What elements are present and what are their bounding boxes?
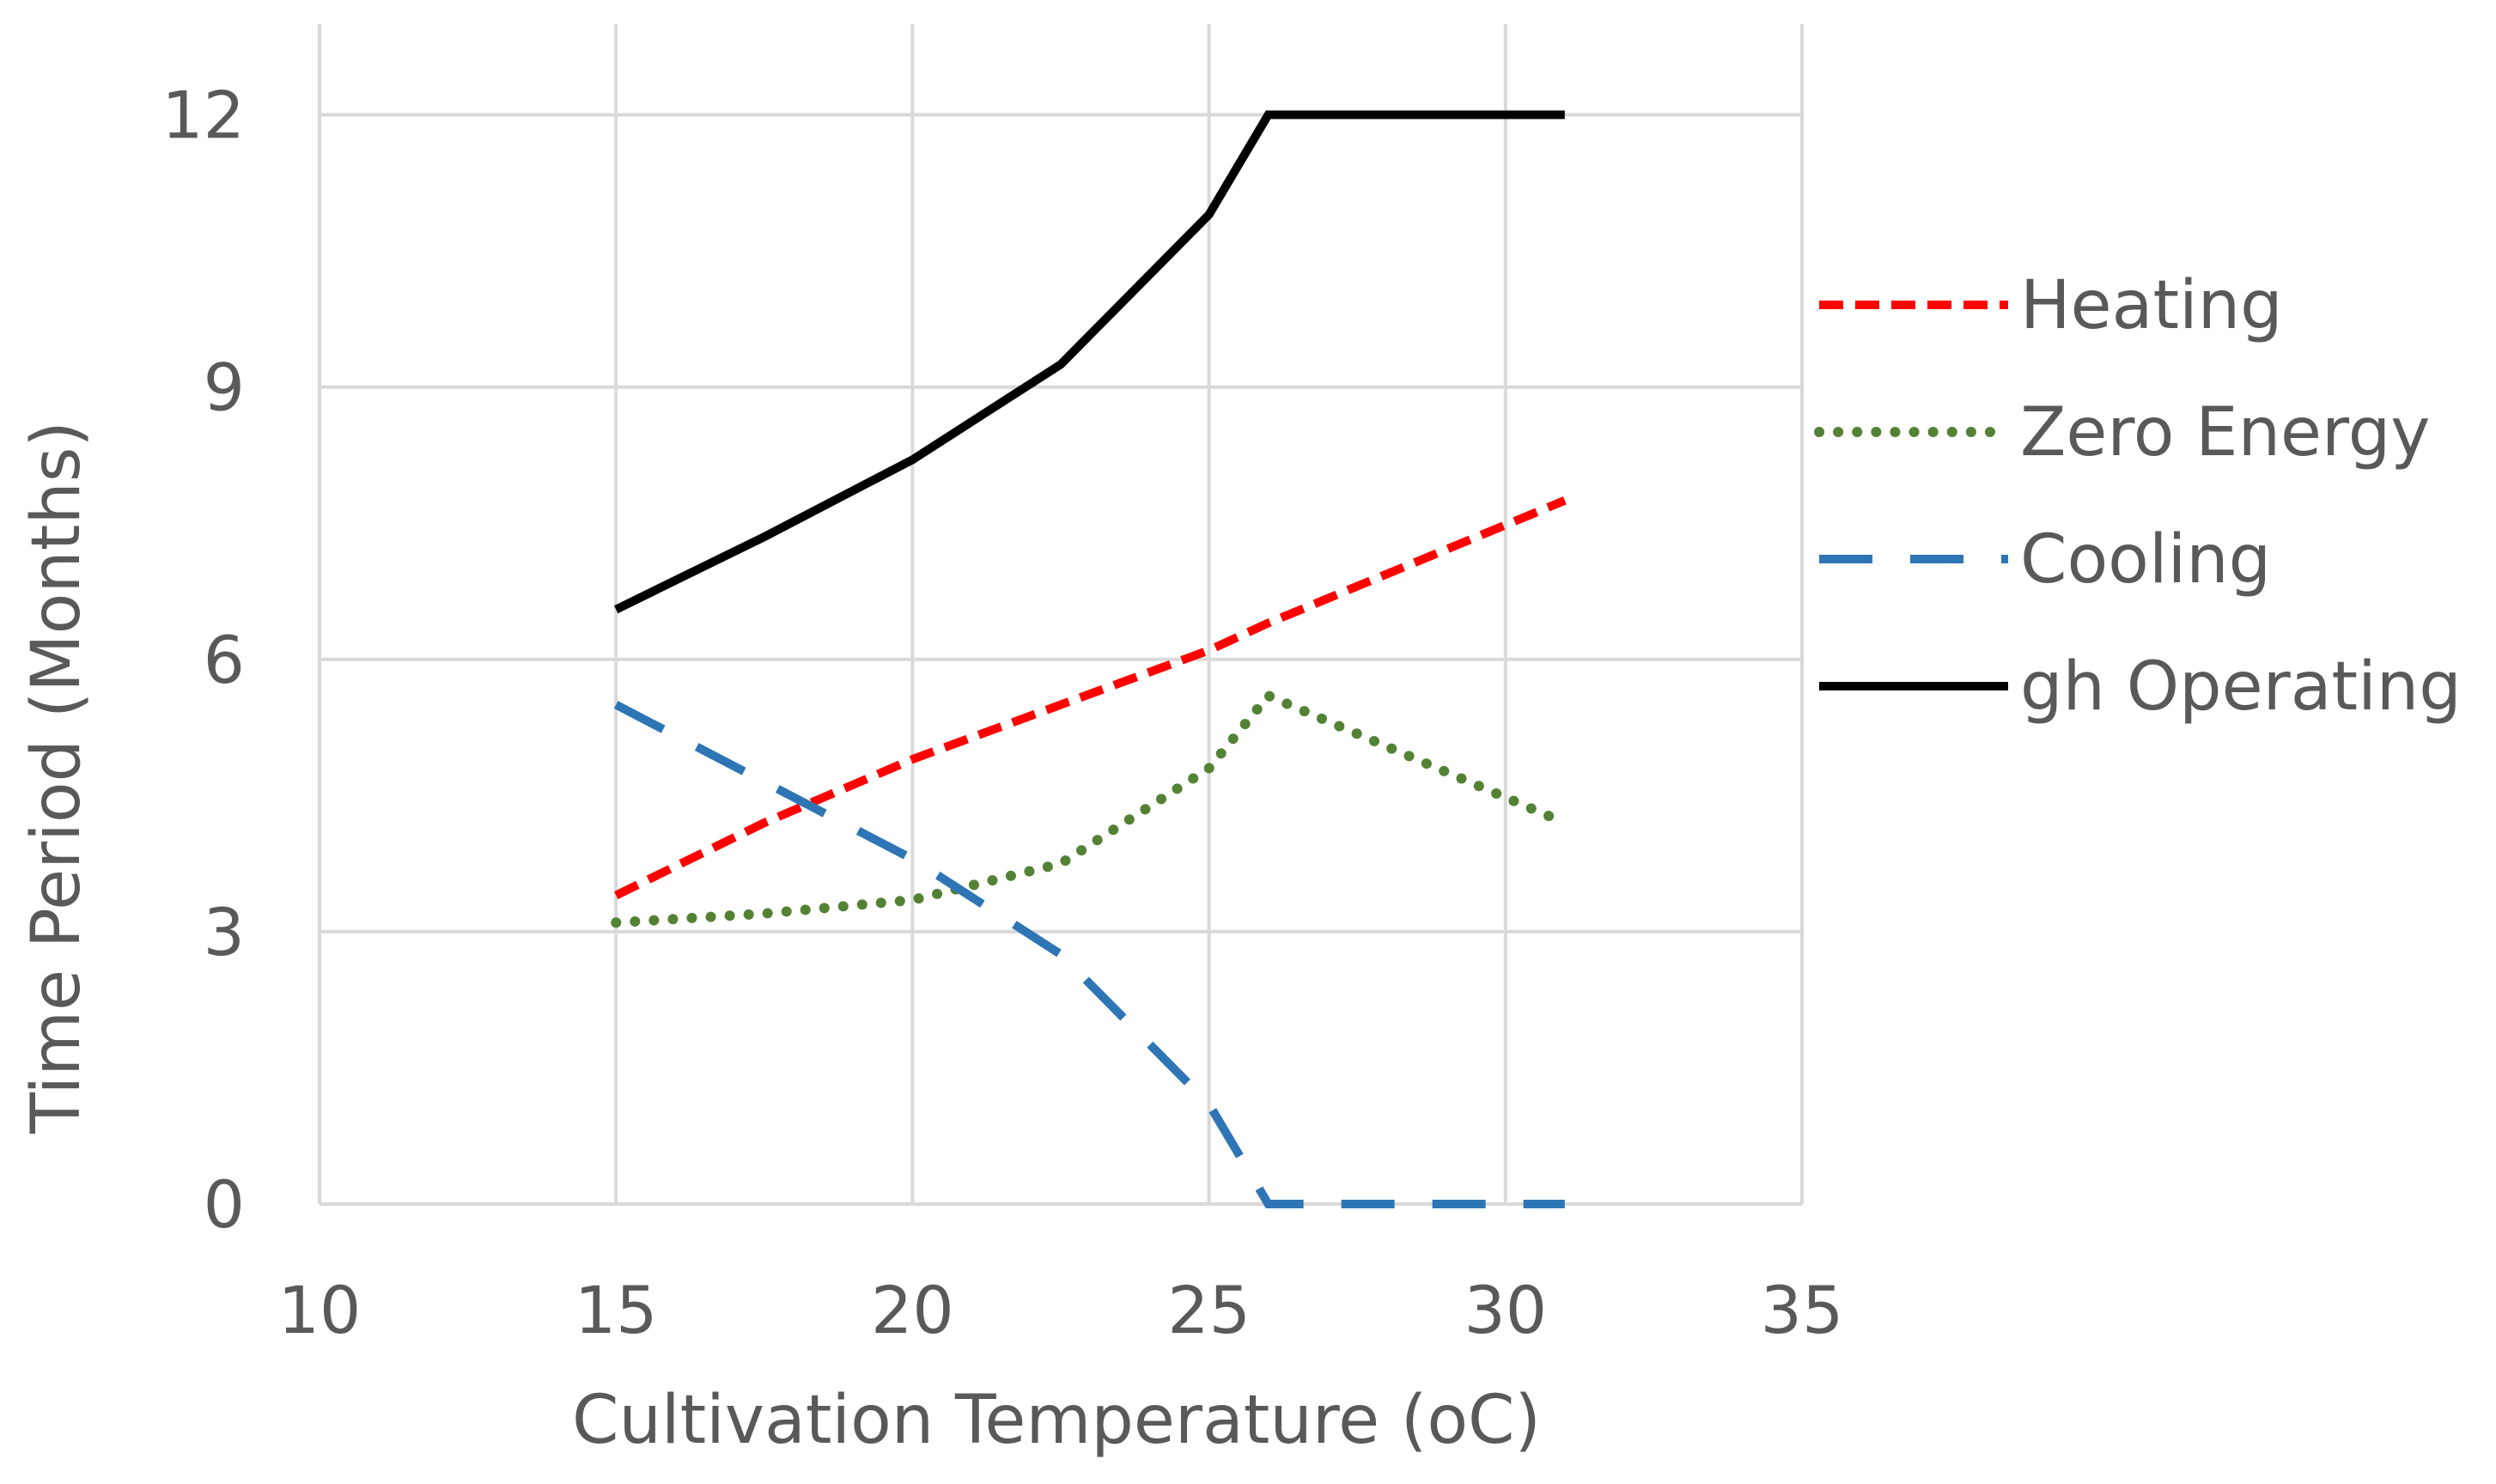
series-lines — [611, 110, 1570, 1208]
legend-label-gh-operating: gh Operating — [2020, 648, 2462, 726]
x-tick-label: 25 — [1167, 1272, 1251, 1348]
y-tick-label: 12 — [161, 77, 245, 154]
legend-label-heating: Heating — [2020, 267, 2283, 344]
series-line-zero-energy — [611, 690, 1570, 928]
x-tick-label: 10 — [278, 1272, 362, 1348]
series-line-heating — [614, 496, 1567, 900]
series-line-gh-operating — [613, 110, 1565, 614]
legend: Heating Zero Energy Cooling gh Operating — [1814, 267, 2462, 726]
legend-label-zero-energy: Zero Energy — [2020, 394, 2430, 471]
x-tick-label: 15 — [575, 1272, 658, 1348]
legend-label-cooling: Cooling — [2020, 521, 2271, 599]
y-tick-label: 3 — [204, 894, 245, 970]
y-tick-label: 0 — [204, 1166, 245, 1243]
y-axis-title: Time Period (Months) — [18, 421, 95, 1134]
gridlines — [318, 23, 1804, 1204]
y-tick-label: 6 — [204, 622, 245, 698]
series-line-cooling — [613, 701, 1565, 1208]
x-tick-label: 30 — [1464, 1272, 1547, 1348]
x-axis-title: Cultivation Temperature (oC) — [572, 1382, 1541, 1459]
y-tick-label: 9 — [204, 350, 245, 426]
x-tick-label: 35 — [1761, 1272, 1844, 1348]
x-tick-label: 20 — [871, 1272, 954, 1348]
tick-labels: 10 15 20 25 30 35 0 3 6 9 12 — [161, 77, 1843, 1348]
